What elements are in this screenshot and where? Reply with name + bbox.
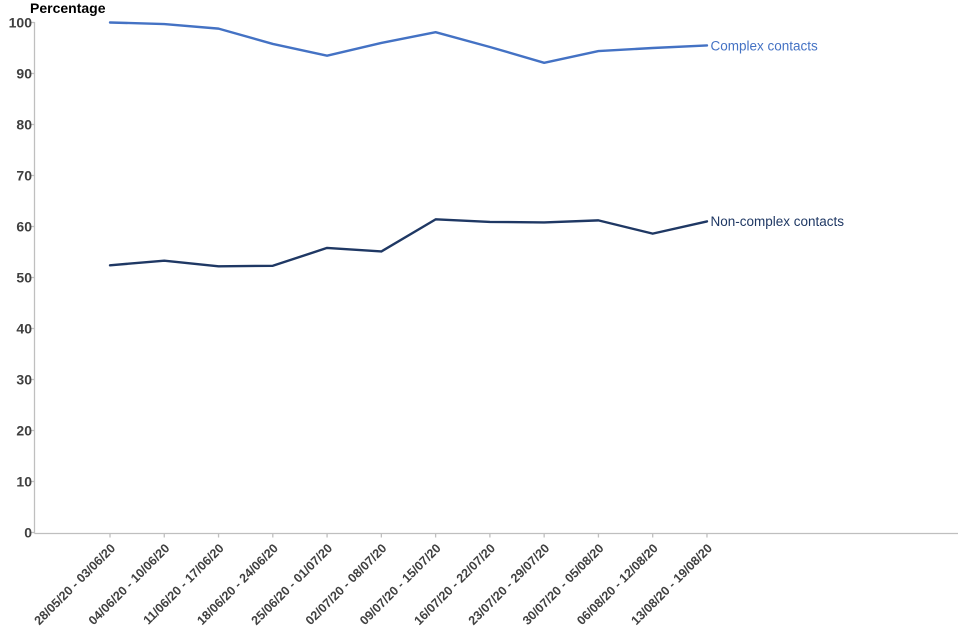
y-axis-label: 60: [16, 219, 32, 235]
series-label-complex: Complex contacts: [710, 38, 818, 53]
y-axis-label: 10: [16, 474, 32, 490]
y-axis-label: 0: [24, 525, 32, 541]
series-label-non-complex: Non-complex contacts: [710, 214, 844, 229]
y-axis-label: 50: [16, 270, 32, 286]
series-line-non-complex: [108, 218, 709, 268]
y-axis-label: 30: [16, 372, 32, 388]
y-axis-label: 20: [16, 423, 32, 439]
y-axis-label: 80: [16, 117, 32, 133]
y-axis-title: Percentage: [30, 0, 106, 16]
y-axis-label: 40: [16, 321, 32, 337]
y-axis-label: 90: [16, 66, 32, 82]
y-axis-label: 100: [9, 15, 33, 31]
series-line-complex: [108, 21, 709, 64]
y-axis-label: 70: [16, 168, 32, 184]
